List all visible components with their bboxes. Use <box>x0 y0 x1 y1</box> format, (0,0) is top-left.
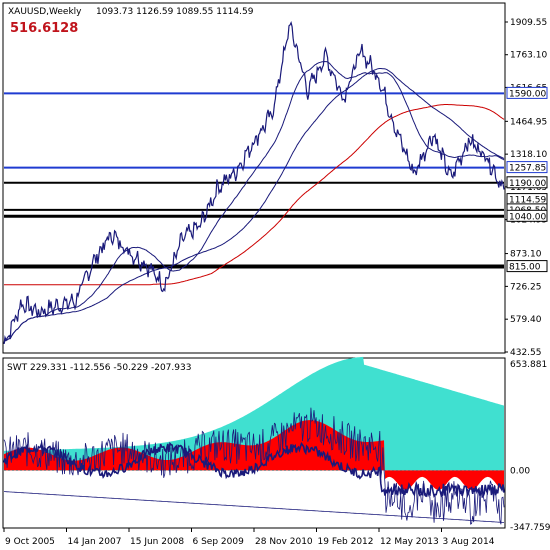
swt-tick-label: -347.759 <box>510 523 550 533</box>
level-label-text: 1190.00 <box>509 179 546 189</box>
level-label-box <box>506 260 548 273</box>
ma-fast-line <box>3 60 505 344</box>
level-label-box <box>506 161 548 174</box>
swt-red-area <box>4 420 504 490</box>
ohlc-readout: 1093.73 1126.59 1089.55 1114.59 <box>96 7 254 17</box>
ma-mid-line <box>3 68 505 344</box>
level-label-text: 1114.59 <box>509 196 546 206</box>
price-tick-label: 1318.10 <box>510 150 547 160</box>
time-tick-label: 15 Jun 2008 <box>130 537 184 547</box>
level-label-text: 815.00 <box>509 263 541 273</box>
swt-title: SWT 229.331 -112.556 -50.229 -207.933 <box>7 363 191 373</box>
price-tick-label: 1464.95 <box>510 117 547 127</box>
price-line <box>3 20 505 344</box>
swt-lower-band <box>4 491 505 523</box>
time-tick-label: 3 Aug 2014 <box>443 537 495 547</box>
swt-tick-label: 0.00 <box>510 466 530 476</box>
level-label-text: 1590.00 <box>509 89 546 99</box>
symbol-title: XAUUSD,Weekly <box>8 7 82 17</box>
price-tick-label: 579.40 <box>510 315 542 325</box>
time-tick-label: 6 Sep 2009 <box>193 537 245 547</box>
price-tick-label: 1763.10 <box>510 51 547 61</box>
axes: 1909.551763.101616.651464.951318.101171.… <box>3 18 550 547</box>
ma-slow-line <box>4 104 505 286</box>
swt-tick-label: 653.881 <box>510 360 547 370</box>
price-pane-border <box>2 2 506 354</box>
time-tick-label: 28 Nov 2010 <box>255 537 313 547</box>
swt-signal-line <box>3 407 505 525</box>
time-tick-label: 19 Feb 2012 <box>318 537 374 547</box>
level-label-text: 1257.85 <box>509 164 546 174</box>
price-tick-label: 432.55 <box>510 348 542 358</box>
swt-main-line <box>3 440 505 499</box>
price-tick-label: 873.10 <box>510 250 542 260</box>
time-tick-label: 12 May 2013 <box>380 537 439 547</box>
overlay-value: 516.6128 <box>10 21 78 36</box>
level-label-box <box>506 209 548 222</box>
level-label-text: 1040.00 <box>509 212 546 222</box>
level-label-box <box>506 176 548 189</box>
level-label-box <box>506 86 548 99</box>
price-pane[interactable] <box>3 20 505 344</box>
time-tick-label: 14 Jan 2007 <box>68 537 122 547</box>
price-tick-label: 1909.55 <box>510 18 547 28</box>
price-tick-label: 726.25 <box>510 282 542 292</box>
swt-indicator-pane[interactable] <box>3 356 505 525</box>
time-tick-label: 9 Oct 2005 <box>5 537 55 547</box>
